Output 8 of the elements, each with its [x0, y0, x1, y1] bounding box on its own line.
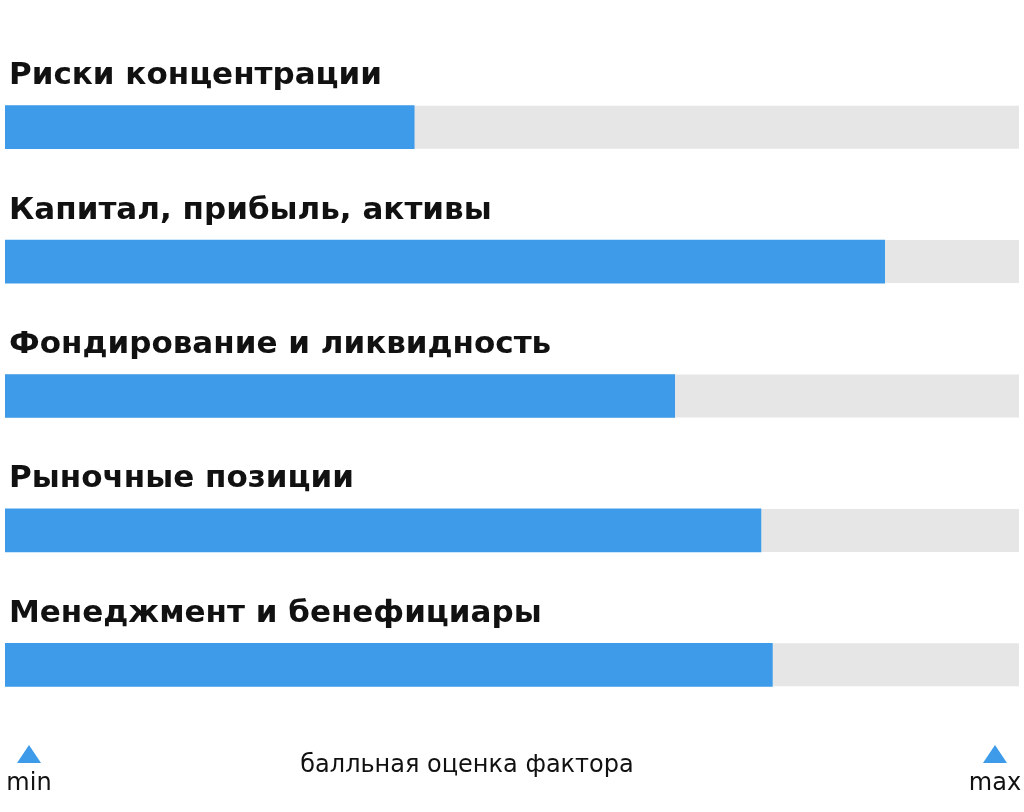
y-tick-label: Рыночные позиции: [9, 458, 354, 495]
y-tick-label: Фондирование и ликвидность: [9, 324, 552, 361]
x-axis-title: балльная оценка фактора: [300, 750, 634, 778]
y-tick-label: Менеджмент и бенефициары: [9, 592, 542, 629]
text: max: [968, 768, 1022, 796]
y-tick-label: Риски концентрации: [9, 55, 383, 92]
y-tick-label: Капитал, прибыль, активы: [9, 189, 492, 226]
text: min: [6, 768, 52, 796]
